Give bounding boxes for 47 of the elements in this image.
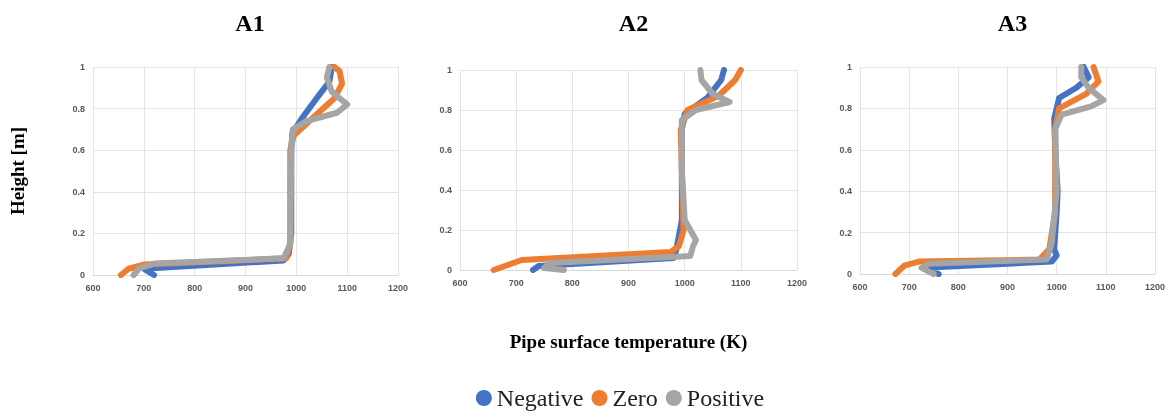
y-tick-label: 0	[846, 269, 852, 279]
y-tick-label: 0	[79, 270, 85, 280]
y-tick-label: 0.8	[72, 103, 85, 114]
y-tick-label: 0.4	[439, 185, 452, 195]
x-tick-label: 600	[452, 277, 468, 288]
x-tick-label: 600	[85, 282, 101, 293]
legend-label: Positive	[686, 385, 765, 411]
x-tick-label: 1100	[337, 282, 357, 293]
y-axis-title: Height [m]	[7, 126, 28, 216]
x-tick-label: 800	[187, 282, 203, 293]
x-tick-label: 600	[852, 281, 868, 292]
x-tick-label: 700	[508, 277, 524, 288]
y-tick-label: 0.6	[439, 145, 452, 155]
y-tick-label: 0.2	[439, 225, 452, 235]
x-tick-label: 1000	[286, 282, 307, 293]
x-tick-label: 900	[999, 281, 1016, 292]
x-tick-label: 1200	[786, 277, 808, 288]
y-tick-label: 0.2	[839, 227, 852, 238]
x-tick-label: 1200	[387, 282, 409, 293]
x-tick-label: 900	[620, 277, 637, 288]
y-tick-label: 1	[79, 62, 85, 72]
x-tick-label: 800	[564, 277, 580, 288]
chart-title: A3	[997, 10, 1028, 36]
x-tick-label: 1000	[1046, 281, 1067, 292]
y-tick-label: 1	[846, 62, 852, 72]
x-tick-label: 1100	[731, 277, 751, 288]
legend-label: Zero	[612, 385, 658, 411]
x-tick-label: 700	[136, 282, 152, 293]
y-tick-label: 0.6	[72, 145, 85, 156]
y-tick-label: 0.6	[839, 144, 852, 155]
x-tick-label: 1100	[1096, 281, 1116, 292]
x-tick-label: 1000	[674, 277, 695, 288]
x-axis-title: Pipe surface temperature (K)	[509, 331, 748, 353]
x-tick-label: 900	[237, 282, 254, 293]
chart-title: A1	[235, 10, 265, 36]
y-tick-label: 0.8	[839, 103, 852, 114]
y-tick-label: 0.2	[72, 228, 85, 239]
y-tick-label: 1	[446, 65, 452, 75]
y-tick-label: 0	[446, 265, 452, 275]
y-tick-label: 0.8	[439, 105, 452, 115]
chart-title: A2	[618, 10, 649, 36]
x-tick-label: 800	[950, 281, 966, 292]
x-tick-label: 700	[901, 281, 917, 292]
y-tick-label: 0.4	[72, 186, 85, 197]
legend-label: Negative	[496, 385, 584, 411]
x-tick-label: 1200	[1144, 281, 1166, 292]
y-tick-label: 0.4	[839, 186, 852, 197]
